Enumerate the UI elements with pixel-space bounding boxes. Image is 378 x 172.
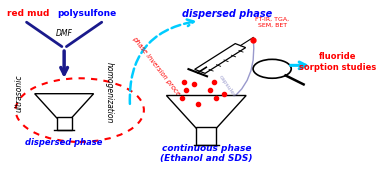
Polygon shape	[35, 94, 94, 118]
Text: homogenization: homogenization	[105, 62, 114, 123]
Text: continuous phase
(Ethanol and SDS): continuous phase (Ethanol and SDS)	[160, 144, 253, 163]
Text: phase inversion process: phase inversion process	[130, 35, 185, 102]
Text: fluoride
sorption studies: fluoride sorption studies	[299, 52, 376, 72]
Text: dispersed phase: dispersed phase	[25, 138, 103, 147]
Text: ultrasonic: ultrasonic	[15, 74, 23, 112]
Polygon shape	[196, 127, 216, 145]
Text: red mud: red mud	[7, 9, 49, 18]
Text: polysulfone: polysulfone	[57, 9, 116, 18]
Text: capsules: capsules	[218, 74, 237, 98]
Text: dispersed phase: dispersed phase	[182, 9, 272, 19]
Text: DMF: DMF	[56, 29, 73, 38]
Polygon shape	[166, 95, 246, 128]
Polygon shape	[195, 44, 246, 73]
Text: FT-IR, TGA,
SEM, BET: FT-IR, TGA, SEM, BET	[255, 17, 289, 28]
Polygon shape	[57, 117, 71, 130]
